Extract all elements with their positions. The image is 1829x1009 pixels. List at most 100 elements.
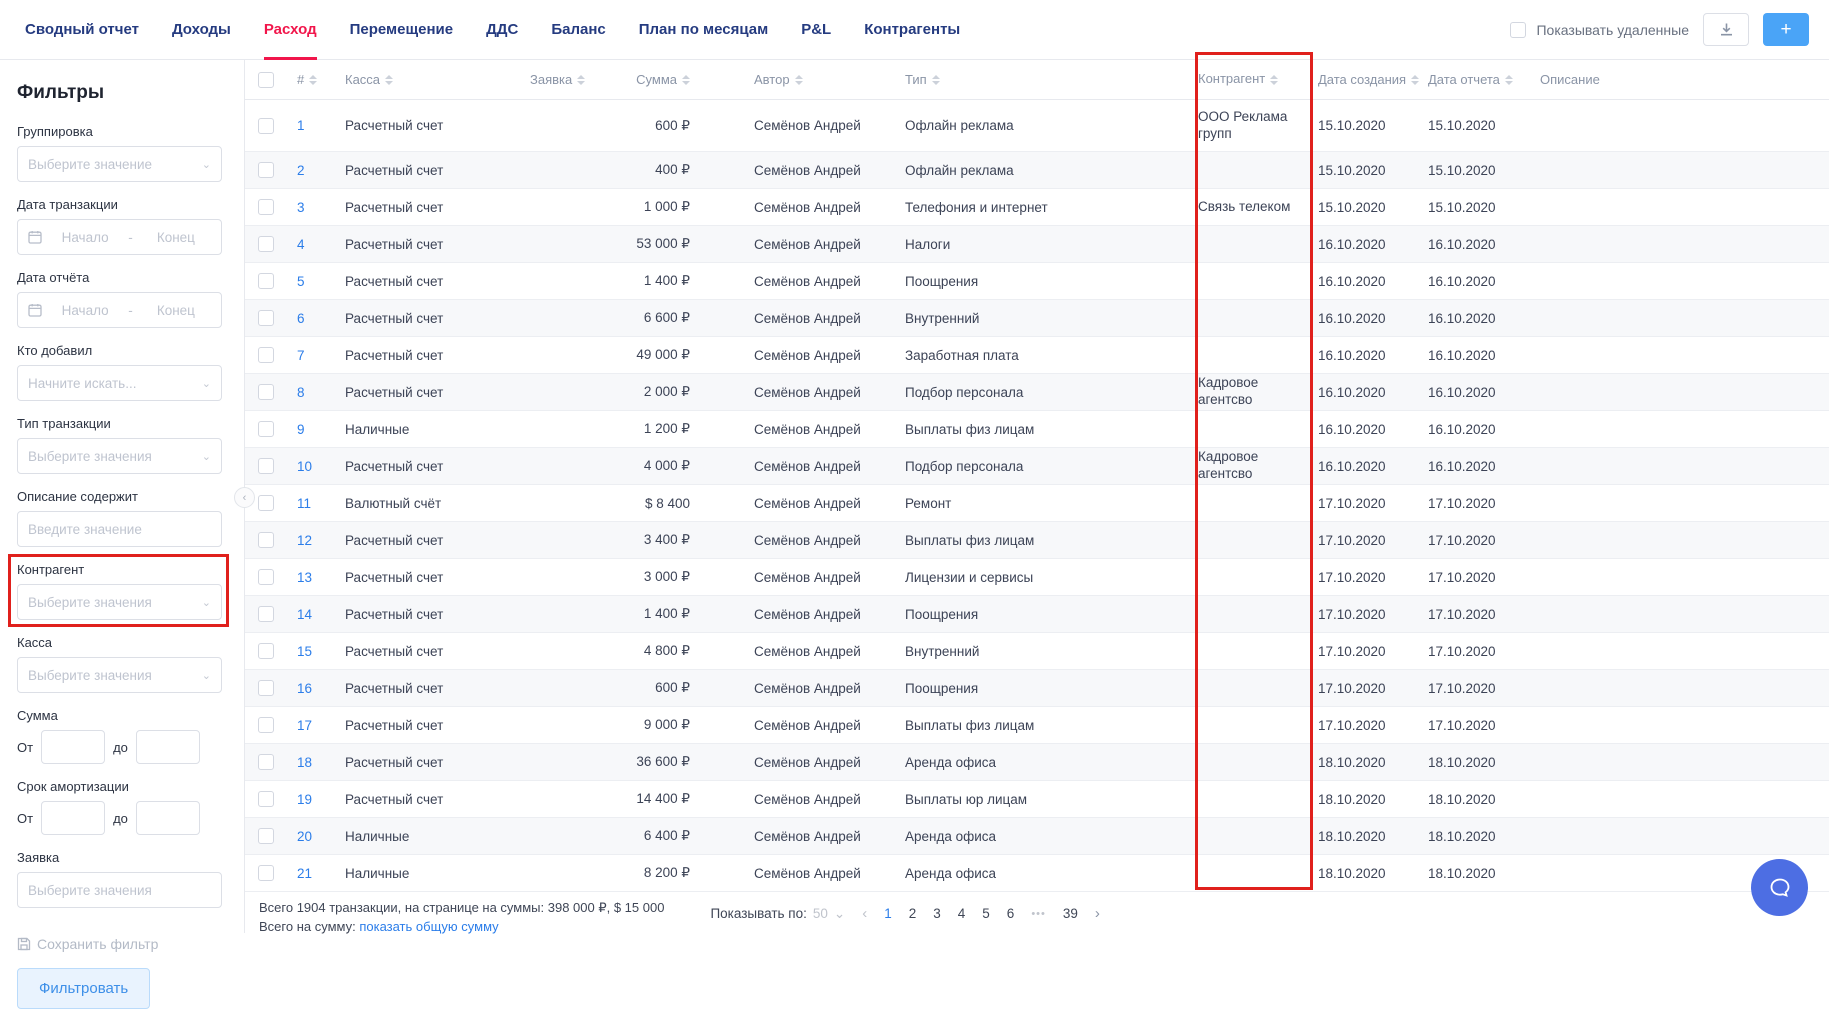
- grouping-select[interactable]: Выберите значение ⌄: [17, 146, 222, 182]
- save-filter-button[interactable]: Сохранить фильтр: [17, 936, 222, 952]
- column-header-7[interactable]: Контрагент: [1198, 71, 1318, 87]
- row-number-link[interactable]: 20: [297, 828, 313, 844]
- tab-доходы[interactable]: Доходы: [171, 20, 231, 38]
- report-date-range[interactable]: Начало - Конец: [17, 292, 222, 328]
- chat-button[interactable]: [1751, 859, 1808, 916]
- row-checkbox[interactable]: [258, 347, 274, 363]
- show-deleted-checkbox[interactable]: [1510, 21, 1527, 38]
- row-checkbox[interactable]: [258, 236, 274, 252]
- download-button[interactable]: [1703, 13, 1749, 46]
- select-all-checkbox-box[interactable]: [258, 71, 274, 88]
- row-checkbox[interactable]: [258, 717, 274, 733]
- page-button-2[interactable]: 2: [908, 906, 917, 921]
- row-number-link[interactable]: 10: [297, 458, 313, 474]
- cash-account-select[interactable]: Выберите значения ⌄: [17, 657, 222, 693]
- row-number-link[interactable]: 5: [297, 273, 305, 289]
- page-button-3[interactable]: 3: [933, 906, 941, 921]
- row-number-link[interactable]: 6: [297, 310, 305, 326]
- select-all-checkbox[interactable]: [245, 71, 285, 88]
- sort-icon[interactable]: [1270, 74, 1279, 85]
- sort-icon[interactable]: [385, 74, 394, 85]
- added-by-select[interactable]: Начните искать... ⌄: [17, 365, 222, 401]
- amount-to-input[interactable]: [135, 730, 200, 764]
- row-checkbox[interactable]: [258, 569, 274, 585]
- row-number-link[interactable]: 9: [297, 421, 305, 437]
- column-header-4[interactable]: Сумма: [610, 72, 754, 87]
- apply-filter-button[interactable]: Фильтровать: [17, 968, 151, 1009]
- column-header-1[interactable]: #: [285, 72, 333, 87]
- sidebar-collapse-toggle[interactable]: ‹: [234, 487, 255, 508]
- sort-icon[interactable]: [682, 74, 690, 85]
- counterparty-select[interactable]: Выберите значения ⌄: [17, 584, 222, 620]
- row-checkbox[interactable]: [258, 384, 274, 400]
- row-checkbox[interactable]: [258, 754, 274, 770]
- row-number-link[interactable]: 7: [297, 347, 305, 363]
- row-number-link[interactable]: 17: [297, 717, 313, 733]
- tab-сводный-отчет[interactable]: Сводный отчет: [25, 20, 139, 38]
- sort-icon[interactable]: [577, 74, 586, 85]
- row-number-link[interactable]: 21: [297, 865, 313, 881]
- row-number-link[interactable]: 2: [297, 162, 305, 178]
- row-checkbox[interactable]: [258, 273, 274, 289]
- per-page-select[interactable]: 50: [812, 906, 828, 921]
- row-checkbox[interactable]: [258, 117, 274, 134]
- row-number-link[interactable]: 13: [297, 569, 313, 585]
- amortization-from-input[interactable]: [41, 801, 106, 835]
- row-checkbox[interactable]: [258, 532, 274, 548]
- amount-from-input[interactable]: [41, 730, 106, 764]
- row-checkbox[interactable]: [258, 791, 274, 807]
- row-checkbox[interactable]: [258, 828, 274, 844]
- transaction-date-range[interactable]: Начало - Конец: [17, 219, 222, 255]
- column-header-8[interactable]: Дата создания: [1318, 72, 1428, 87]
- description-input[interactable]: [28, 521, 211, 537]
- row-checkbox[interactable]: [258, 643, 274, 659]
- last-page-button[interactable]: 39: [1062, 906, 1078, 921]
- row-number-link[interactable]: 11: [297, 495, 312, 511]
- row-number-link[interactable]: 12: [297, 532, 313, 548]
- column-header-2[interactable]: Касса: [333, 72, 520, 87]
- next-page-button[interactable]: ›: [1094, 905, 1100, 922]
- add-transaction-button[interactable]: +: [1763, 13, 1809, 46]
- row-checkbox[interactable]: [258, 421, 274, 437]
- show-total-sum-link[interactable]: показать общую сумму: [359, 918, 499, 934]
- tab-ддс[interactable]: ДДС: [486, 20, 519, 38]
- sort-icon[interactable]: [1504, 74, 1513, 85]
- tab-расход[interactable]: Расход: [263, 0, 317, 60]
- column-header-3[interactable]: Заявка: [520, 72, 610, 87]
- row-number-link[interactable]: 3: [297, 199, 305, 215]
- row-checkbox[interactable]: [258, 606, 274, 622]
- row-number-link[interactable]: 16: [297, 680, 313, 696]
- row-number-link[interactable]: 15: [297, 643, 313, 659]
- row-number-link[interactable]: 1: [297, 118, 305, 133]
- row-checkbox[interactable]: [258, 865, 274, 881]
- row-number-link[interactable]: 19: [297, 791, 313, 807]
- row-number-link[interactable]: 4: [297, 236, 305, 252]
- row-checkbox[interactable]: [258, 162, 274, 178]
- request-select[interactable]: Выберите значения: [17, 872, 222, 908]
- row-number-link[interactable]: 8: [297, 384, 305, 400]
- tab-план-по-месяцам[interactable]: План по месяцам: [638, 20, 769, 38]
- sort-icon[interactable]: [309, 74, 318, 85]
- column-header-5[interactable]: Автор: [754, 72, 905, 87]
- row-number-link[interactable]: 14: [297, 606, 313, 622]
- row-number-link[interactable]: 18: [297, 754, 313, 770]
- row-checkbox[interactable]: [258, 680, 274, 696]
- tab-контрагенты[interactable]: Контрагенты: [864, 20, 961, 38]
- row-checkbox[interactable]: [258, 310, 274, 326]
- sort-icon[interactable]: [1411, 74, 1420, 85]
- tab-p&l[interactable]: P&L: [801, 20, 832, 38]
- page-button-1[interactable]: 1: [884, 906, 892, 921]
- row-checkbox[interactable]: [258, 199, 274, 215]
- page-button-6[interactable]: 6: [1006, 906, 1015, 921]
- row-checkbox[interactable]: [258, 495, 274, 511]
- row-checkbox[interactable]: [258, 458, 274, 474]
- sort-icon[interactable]: [794, 74, 803, 85]
- page-button-4[interactable]: 4: [957, 906, 966, 921]
- column-header-6[interactable]: Тип: [905, 72, 1198, 87]
- tab-перемещение[interactable]: Перемещение: [349, 20, 454, 38]
- amortization-to-input[interactable]: [135, 801, 200, 835]
- transaction-type-select[interactable]: Выберите значения ⌄: [17, 438, 222, 474]
- sort-icon[interactable]: [931, 74, 940, 85]
- column-header-9[interactable]: Дата отчета: [1428, 72, 1540, 87]
- page-button-5[interactable]: 5: [982, 906, 990, 921]
